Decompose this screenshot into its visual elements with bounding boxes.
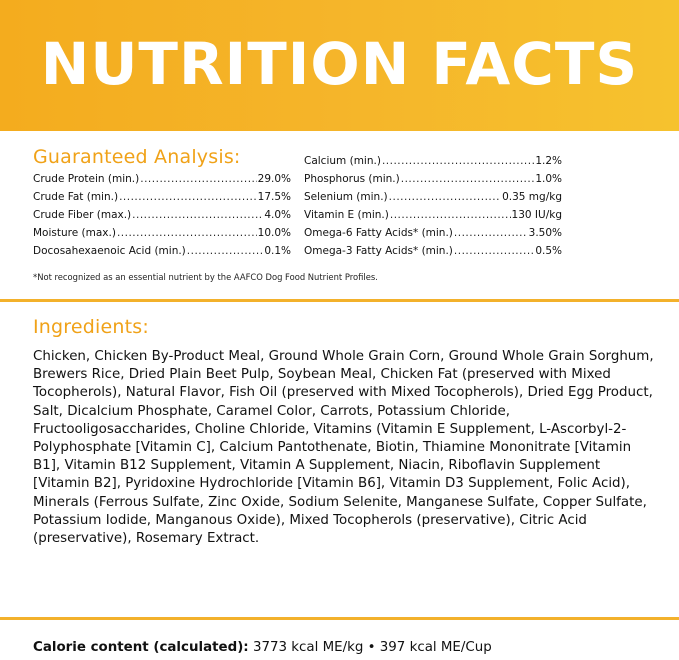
calorie-content: Calorie content (calculated): 3773 kcal … (33, 640, 673, 656)
leader-dots (119, 191, 257, 204)
analysis-row: Phosphorus (min.) 1.0% (304, 173, 562, 186)
analysis-row: Vitamin E (min.) 130 IU/kg (304, 209, 562, 222)
analysis-row: Calcium (min.) 1.2% (304, 155, 562, 168)
analysis-label: Calcium (min.) (304, 155, 381, 167)
leader-dots (389, 191, 501, 204)
leader-dots (140, 173, 256, 186)
leader-dots (132, 209, 263, 222)
analysis-label: Omega-6 Fatty Acids* (min.) (304, 227, 453, 239)
analysis-value: 1.2% (535, 155, 562, 167)
analysis-value: 0.35 mg/kg (502, 191, 562, 203)
analysis-value: 10.0% (257, 227, 291, 239)
leader-dots (117, 227, 257, 240)
calorie-value: 3773 kcal ME/kg • 397 kcal ME/Cup (252, 640, 492, 655)
leader-dots (454, 245, 534, 258)
analysis-row: Selenium (min.) 0.35 mg/kg (304, 191, 562, 204)
analysis-label: Crude Fiber (max.) (33, 209, 132, 221)
analysis-row: Omega-3 Fatty Acids* (min.) 0.5% (304, 245, 562, 258)
analysis-row: Moisture (max.) 10.0% (33, 227, 291, 240)
analysis-value: 3.50% (528, 227, 562, 239)
analysis-value: 29.0% (257, 173, 291, 185)
analysis-row: Omega-6 Fatty Acids* (min.) 3.50% (304, 227, 562, 240)
analysis-value: 1.0% (535, 173, 562, 185)
analysis-label: Crude Fat (min.) (33, 191, 119, 203)
leader-dots (382, 155, 534, 168)
section-divider (0, 299, 679, 302)
analysis-label: Crude Protein (min.) (33, 173, 140, 185)
analysis-label: Selenium (min.) (304, 191, 388, 203)
leader-dots (401, 173, 535, 186)
calorie-label: Calorie content (calculated): (33, 640, 249, 655)
analysis-value: 130 IU/kg (511, 209, 562, 221)
analysis-label: Vitamin E (min.) (304, 209, 389, 221)
analysis-row: Crude Fiber (max.) 4.0% (33, 209, 291, 222)
analysis-value: 0.5% (535, 245, 562, 257)
analysis-label: Moisture (max.) (33, 227, 116, 239)
ingredients-text: Chicken, Chicken By-Product Meal, Ground… (33, 349, 654, 547)
leader-dots (390, 209, 511, 222)
header-banner: NUTRITION FACTS (0, 0, 679, 131)
analysis-row: Crude Fat (min.) 17.5% (33, 191, 291, 204)
analysis-label: Phosphorus (min.) (304, 173, 400, 185)
analysis-row: Docosahexaenoic Acid (min.) 0.1% (33, 245, 291, 258)
analysis-value: 17.5% (257, 191, 291, 203)
ingredients-title: Ingredients: (33, 316, 150, 338)
leader-dots (187, 245, 264, 258)
analysis-title: Guaranteed Analysis: (33, 146, 241, 168)
page-title: NUTRITION FACTS (40, 30, 639, 98)
analysis-value: 0.1% (264, 245, 291, 257)
section-divider (0, 617, 679, 620)
analysis-row: Crude Protein (min.) 29.0% (33, 173, 291, 186)
analysis-value: 4.0% (264, 209, 291, 221)
analysis-footnote: *Not recognized as an essential nutrient… (33, 272, 378, 282)
analysis-label: Docosahexaenoic Acid (min.) (33, 245, 186, 257)
analysis-label: Omega-3 Fatty Acids* (min.) (304, 245, 453, 257)
leader-dots (454, 227, 528, 240)
